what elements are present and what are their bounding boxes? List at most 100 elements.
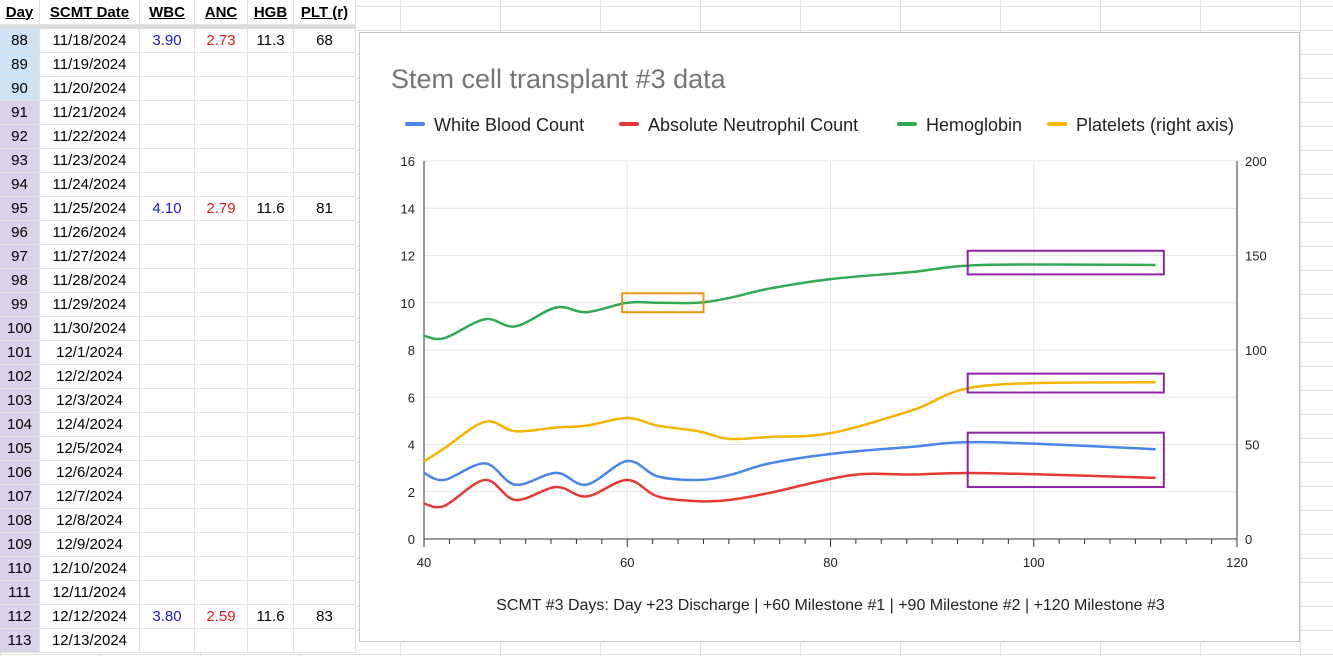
hgb-cell[interactable]: 11.6	[247, 196, 294, 221]
day-cell[interactable]: 113	[0, 628, 40, 653]
day-cell[interactable]: 96	[0, 220, 40, 245]
hgb-cell[interactable]	[247, 556, 294, 581]
wbc-cell[interactable]	[139, 340, 195, 365]
wbc-cell[interactable]	[139, 52, 195, 77]
anc-cell[interactable]	[194, 484, 248, 509]
wbc-cell[interactable]	[139, 124, 195, 149]
anc-cell[interactable]	[194, 508, 248, 533]
anc-cell[interactable]	[194, 292, 248, 317]
anc-cell[interactable]	[194, 100, 248, 125]
anc-cell[interactable]	[194, 364, 248, 389]
wbc-cell[interactable]	[139, 100, 195, 125]
hgb-cell[interactable]	[247, 220, 294, 245]
anc-cell[interactable]	[194, 172, 248, 197]
date-cell[interactable]: 12/1/2024	[39, 340, 140, 365]
day-cell[interactable]: 91	[0, 100, 40, 125]
plt-cell[interactable]	[293, 220, 356, 245]
column-header-wbc[interactable]: WBC	[139, 0, 195, 25]
plt-cell[interactable]	[293, 388, 356, 413]
date-cell[interactable]: 12/13/2024	[39, 628, 140, 653]
hgb-cell[interactable]	[247, 412, 294, 437]
anc-cell[interactable]	[194, 124, 248, 149]
day-cell[interactable]: 99	[0, 292, 40, 317]
wbc-cell[interactable]	[139, 628, 195, 653]
column-header-date[interactable]: SCMT Date	[39, 0, 140, 25]
anc-cell[interactable]	[194, 244, 248, 269]
date-cell[interactable]: 11/20/2024	[39, 76, 140, 101]
wbc-cell[interactable]	[139, 580, 195, 605]
plt-cell[interactable]	[293, 292, 356, 317]
date-cell[interactable]: 12/10/2024	[39, 556, 140, 581]
column-header-day[interactable]: Day	[0, 0, 40, 25]
date-cell[interactable]: 12/8/2024	[39, 508, 140, 533]
date-cell[interactable]: 11/22/2024	[39, 124, 140, 149]
date-cell[interactable]: 11/23/2024	[39, 148, 140, 173]
hgb-cell[interactable]	[247, 340, 294, 365]
plt-cell[interactable]	[293, 100, 356, 125]
column-header-hgb[interactable]: HGB	[247, 0, 294, 25]
date-cell[interactable]: 12/11/2024	[39, 580, 140, 605]
day-cell[interactable]: 95	[0, 196, 40, 221]
plt-cell[interactable]	[293, 436, 356, 461]
plt-cell[interactable]	[293, 244, 356, 269]
day-cell[interactable]: 105	[0, 436, 40, 461]
hgb-cell[interactable]	[247, 268, 294, 293]
hgb-cell[interactable]	[247, 52, 294, 77]
wbc-cell[interactable]	[139, 76, 195, 101]
hgb-cell[interactable]	[247, 436, 294, 461]
day-cell[interactable]: 92	[0, 124, 40, 149]
day-cell[interactable]: 89	[0, 52, 40, 77]
wbc-cell[interactable]	[139, 364, 195, 389]
hgb-cell[interactable]	[247, 100, 294, 125]
hgb-cell[interactable]	[247, 388, 294, 413]
date-cell[interactable]: 11/18/2024	[39, 29, 140, 53]
anc-cell[interactable]: 2.73	[194, 29, 248, 53]
date-cell[interactable]: 12/9/2024	[39, 532, 140, 557]
plt-cell[interactable]	[293, 484, 356, 509]
anc-cell[interactable]	[194, 436, 248, 461]
day-cell[interactable]: 98	[0, 268, 40, 293]
wbc-cell[interactable]: 3.80	[139, 604, 195, 629]
hgb-cell[interactable]	[247, 580, 294, 605]
date-cell[interactable]: 11/25/2024	[39, 196, 140, 221]
date-cell[interactable]: 12/3/2024	[39, 388, 140, 413]
day-cell[interactable]: 104	[0, 412, 40, 437]
plt-cell[interactable]	[293, 460, 356, 485]
plt-cell[interactable]	[293, 148, 356, 173]
date-cell[interactable]: 11/26/2024	[39, 220, 140, 245]
hgb-cell[interactable]	[247, 148, 294, 173]
hgb-cell[interactable]	[247, 484, 294, 509]
plt-cell[interactable]	[293, 364, 356, 389]
plt-cell[interactable]	[293, 124, 356, 149]
wbc-cell[interactable]	[139, 292, 195, 317]
plt-cell[interactable]	[293, 628, 356, 653]
day-cell[interactable]: 112	[0, 604, 40, 629]
date-cell[interactable]: 12/7/2024	[39, 484, 140, 509]
day-cell[interactable]: 111	[0, 580, 40, 605]
hgb-cell[interactable]	[247, 76, 294, 101]
column-header-plt[interactable]: PLT (r)	[293, 0, 356, 25]
wbc-cell[interactable]: 3.90	[139, 29, 195, 53]
column-header-anc[interactable]: ANC	[194, 0, 248, 25]
date-cell[interactable]: 11/19/2024	[39, 52, 140, 77]
day-cell[interactable]: 93	[0, 148, 40, 173]
hgb-cell[interactable]: 11.3	[247, 29, 294, 53]
plt-cell[interactable]: 83	[293, 604, 356, 629]
plt-cell[interactable]	[293, 508, 356, 533]
day-cell[interactable]: 110	[0, 556, 40, 581]
day-cell[interactable]: 94	[0, 172, 40, 197]
anc-cell[interactable]	[194, 460, 248, 485]
wbc-cell[interactable]	[139, 436, 195, 461]
hgb-cell[interactable]	[247, 316, 294, 341]
date-cell[interactable]: 11/28/2024	[39, 268, 140, 293]
hgb-cell[interactable]	[247, 364, 294, 389]
hgb-cell[interactable]	[247, 628, 294, 653]
wbc-cell[interactable]: 4.10	[139, 196, 195, 221]
hgb-cell[interactable]: 11.6	[247, 604, 294, 629]
anc-cell[interactable]: 2.59	[194, 604, 248, 629]
wbc-cell[interactable]	[139, 220, 195, 245]
date-cell[interactable]: 11/21/2024	[39, 100, 140, 125]
hgb-cell[interactable]	[247, 460, 294, 485]
wbc-cell[interactable]	[139, 508, 195, 533]
anc-cell[interactable]	[194, 412, 248, 437]
